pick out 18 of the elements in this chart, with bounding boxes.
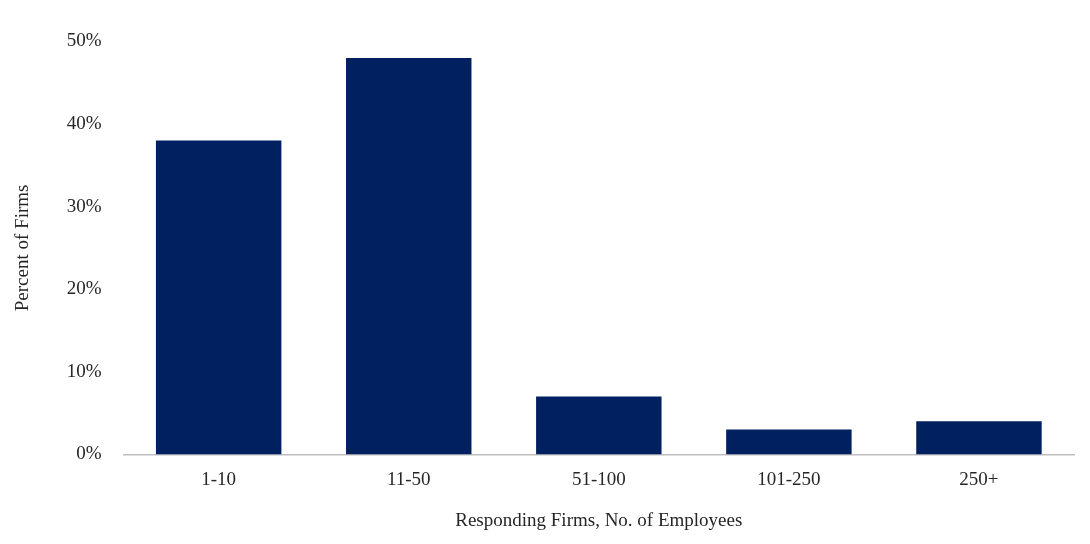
bar	[726, 429, 852, 455]
bar	[346, 57, 472, 455]
bar	[536, 396, 662, 455]
x-axis-title: Responding Firms, No. of Employees	[455, 508, 743, 530]
y-tick-label: 10%	[66, 359, 102, 381]
y-tick-label: 30%	[66, 194, 102, 216]
y-tick-label: 20%	[66, 277, 102, 299]
x-tick-label: 250+	[959, 467, 999, 489]
bar	[155, 140, 282, 455]
x-tick-label: 11-50	[386, 467, 431, 489]
x-tick-label: 101-250	[757, 467, 821, 489]
y-tick-label: 50%	[66, 29, 102, 51]
y-tick-label: 0%	[76, 442, 102, 464]
bar	[916, 421, 1042, 455]
y-tick-label: 40%	[66, 111, 102, 133]
x-tick-label: 1-10	[201, 467, 237, 489]
x-tick-label: 51-100	[571, 467, 626, 489]
y-axis-title: Percent of Firms	[11, 184, 33, 312]
